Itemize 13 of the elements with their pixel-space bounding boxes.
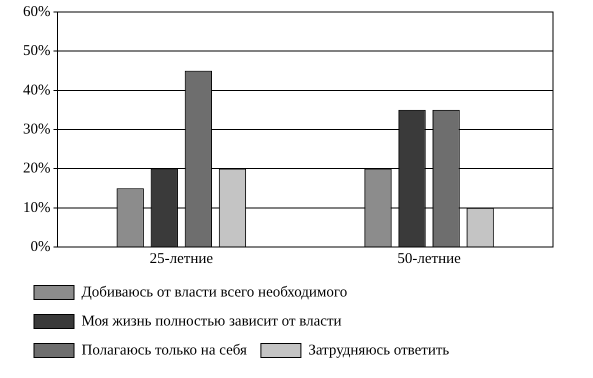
y-tick-label: 30% [22,121,50,138]
legend-label: Добиваюсь от власти всего необходимого [82,284,348,300]
y-tick-label: 10% [22,200,50,216]
x-tick-label: 25-летние [150,250,214,267]
x-tick-label: 50-летние [397,250,462,267]
y-tick-label: 50% [22,43,50,60]
legend-label: Моя жизнь полностью зависит от власти [82,313,342,330]
y-tick-label: 40% [22,82,50,98]
y-tick-label: 20% [22,160,50,177]
legend-label: Полагаюсь только на себя [82,342,247,358]
legend-label: Затрудняюсь ответить [308,342,450,358]
y-tick-label: 60% [22,4,50,20]
y-tick-label: 0% [30,238,50,255]
